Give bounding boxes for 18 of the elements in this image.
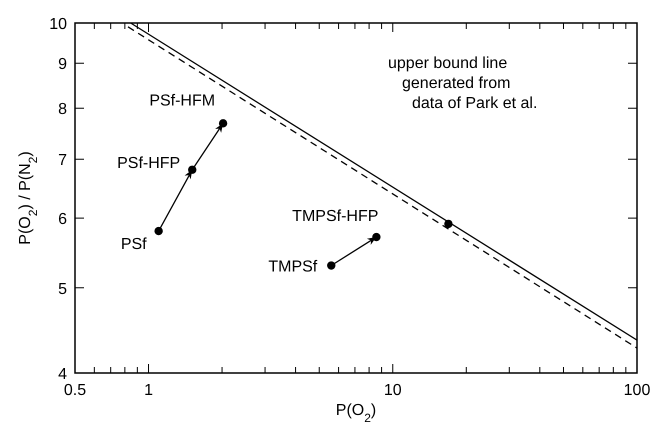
annotation: TMPSf: [268, 258, 318, 276]
y-tick-label: 10: [49, 16, 68, 33]
annotation: PSf-HFM: [149, 92, 216, 110]
x-tick-label: 1: [144, 382, 154, 399]
x-tick-label: 100: [624, 382, 650, 399]
x-axis-title: P(O$_{2}$): [336, 402, 376, 422]
x-tick-label: 10: [384, 382, 402, 399]
x-tick-label: 0.5: [64, 382, 86, 399]
y-tick-label: 5: [58, 280, 68, 298]
annotation: PSf: [120, 236, 148, 254]
y-tick-label: 7: [58, 152, 68, 170]
y-tick-label: 6: [58, 211, 68, 228]
annotation: TMPSf-HFP: [292, 208, 378, 226]
annotation: PSf-HFP: [117, 154, 180, 172]
annotation: upper bound line generated from data of Park et al.: [388, 55, 538, 112]
y-tick-label: 9: [58, 56, 68, 74]
y-tick-label: 4: [58, 366, 68, 383]
y-tick-label: 8: [58, 101, 68, 118]
